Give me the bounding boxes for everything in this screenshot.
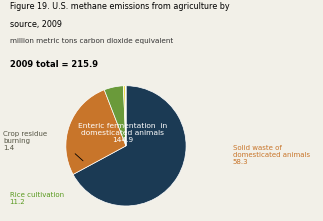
Text: Rice cultivation
11.2: Rice cultivation 11.2: [10, 192, 64, 205]
Text: 2009 total = 215.9: 2009 total = 215.9: [10, 60, 98, 69]
Text: Figure 19. U.S. methane emissions from agriculture by: Figure 19. U.S. methane emissions from a…: [10, 2, 229, 11]
Wedge shape: [73, 86, 186, 206]
Wedge shape: [123, 86, 126, 146]
Wedge shape: [104, 86, 126, 146]
Wedge shape: [66, 90, 126, 174]
Text: million metric tons carbon dioxide equivalent: million metric tons carbon dioxide equiv…: [10, 38, 173, 44]
Text: source, 2009: source, 2009: [10, 20, 62, 29]
Text: Enteric fermentation  in
domesticated animals
144.9: Enteric fermentation in domesticated ani…: [78, 123, 168, 143]
Text: Solid waste of
domesticated animals
58.3: Solid waste of domesticated animals 58.3: [233, 145, 310, 165]
Text: Crop residue
burning
1.4: Crop residue burning 1.4: [3, 131, 47, 151]
